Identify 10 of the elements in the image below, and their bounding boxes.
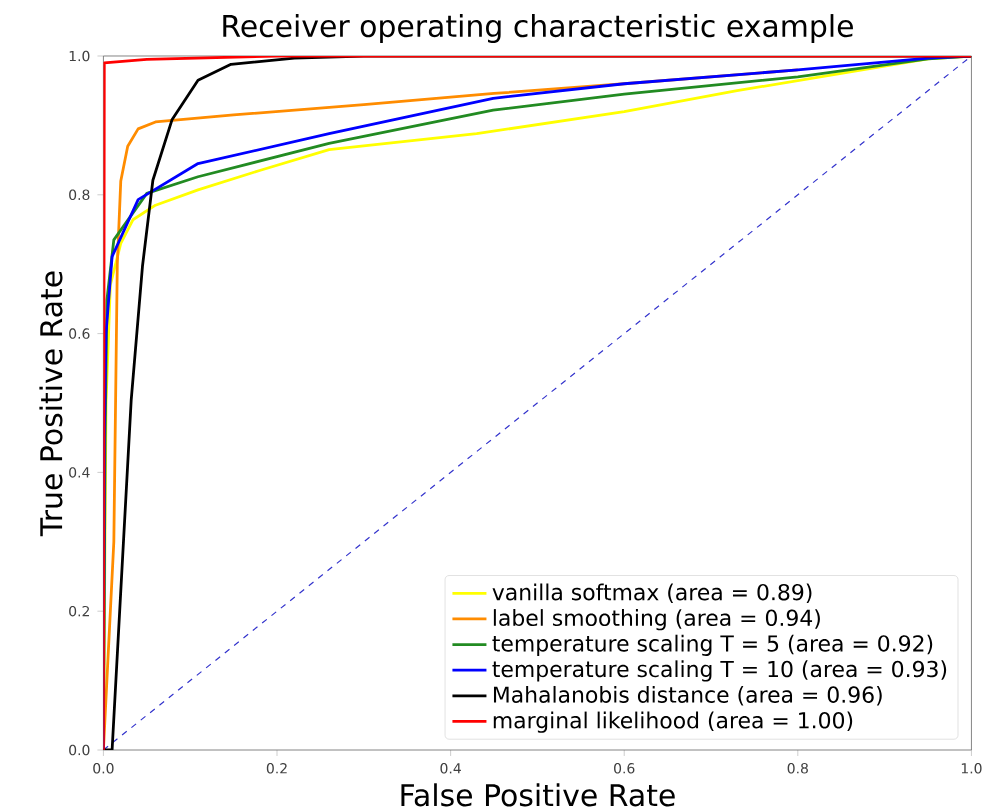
legend-label: Mahalanobis distance (area = 0.96) <box>493 685 882 706</box>
chart-title: Receiver operating characteristic example <box>223 14 853 43</box>
line-series <box>103 55 972 750</box>
legend-label: temperature scaling T = 5 (area = 0.92) <box>492 634 933 656</box>
legend-label: vanilla softmax (area = 0.89) <box>492 583 812 604</box>
legend-label: label smoothing (area = 0.94) <box>493 609 820 631</box>
legend-label: marginal likelihood (area = 1.00) <box>493 711 853 733</box>
y-axis-title: True Positive Rate <box>39 271 63 537</box>
x-axis-title: False Positive Rate <box>401 783 675 807</box>
legend-label: temperature scaling T = 10 (area = 0.93) <box>492 660 947 682</box>
